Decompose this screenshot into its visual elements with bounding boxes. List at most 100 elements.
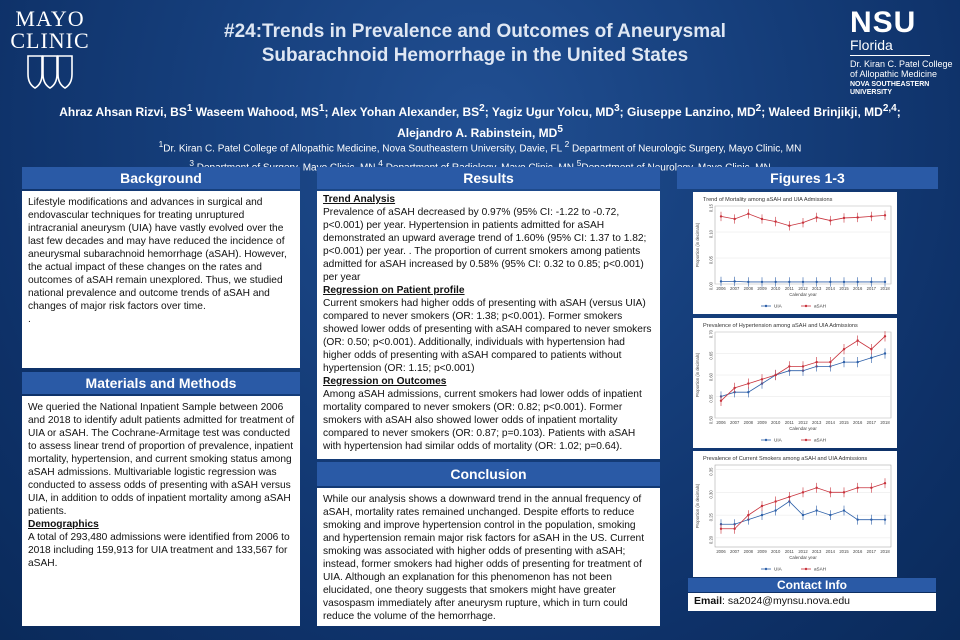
x-tick-label: 2006	[716, 549, 726, 554]
data-point	[774, 280, 777, 284]
methods-text: We queried the National Inpatient Sample…	[28, 402, 295, 517]
legend-label: UIA	[774, 304, 783, 309]
data-point	[774, 220, 777, 223]
nsu-college-line1: Dr. Kiran C. Patel College	[850, 59, 953, 69]
data-point	[733, 527, 736, 530]
regression-profile-heading: Regression on Patient profile	[323, 285, 465, 296]
legend-label: aSAH	[814, 438, 826, 443]
data-point	[788, 365, 791, 368]
legend-marker	[764, 567, 768, 571]
trend-analysis-text: Prevalence of aSAH decreased by 0.97% (9…	[323, 207, 647, 283]
legend-marker	[804, 567, 808, 571]
regression-outcomes-heading: Regression on Outcomes	[323, 376, 447, 387]
data-point	[774, 373, 777, 377]
x-tick-label: 2014	[826, 549, 836, 554]
author-separator: ;	[896, 105, 901, 119]
nsu-logo: NSU Florida Dr. Kiran C. Patel College o…	[850, 8, 955, 97]
nsu-university-text: NOVA SOUTHEASTERN UNIVERSITY	[850, 81, 955, 97]
y-tick-label: 0.70	[709, 329, 714, 338]
title-line-1: #24:Trends in Prevalence and Outcomes of…	[224, 21, 726, 42]
data-point	[829, 491, 832, 494]
x-tick-label: 2006	[716, 286, 726, 291]
conclusion-panel: While our analysis shows a downward tren…	[317, 488, 660, 626]
legend-marker	[764, 304, 768, 308]
author-name: ; Alex Yohan Alexander, BS	[324, 105, 480, 119]
y-tick-label: 0.55	[709, 394, 714, 403]
y-tick-label: 0.35	[709, 467, 714, 476]
x-tick-label: 2016	[853, 420, 863, 425]
figure-3: Prevalence of Current Smokers among aSAH…	[693, 451, 897, 577]
affil-text: Department of Neurology, Mayo Clinic, MN	[581, 162, 771, 174]
chart-title: Prevalence of Current Smokers among aSAH…	[703, 456, 867, 462]
data-point	[842, 216, 846, 220]
contact-heading: Contact Info	[688, 578, 936, 592]
data-point	[842, 348, 846, 351]
data-point	[788, 280, 791, 284]
x-tick-label: 2013	[812, 420, 822, 425]
regression-outcomes-text: Among aSAH admissions, current smokers h…	[323, 389, 642, 452]
x-tick-label: 2012	[798, 286, 808, 291]
y-tick-label: 0.60	[709, 372, 714, 381]
y-tick-label: 0.20	[709, 535, 714, 544]
legend-label: aSAH	[814, 567, 826, 572]
figures-heading: Figures 1-3	[677, 167, 938, 189]
y-tick-label: 0.25	[709, 512, 714, 521]
data-point	[842, 280, 846, 284]
x-axis-label: Calendar year	[789, 426, 817, 431]
regression-profile-text: Current smokers had higher odds of prese…	[323, 298, 652, 374]
data-point	[842, 509, 846, 512]
data-point	[856, 518, 859, 521]
affil-text: Department of Neurologic Surgery, Mayo C…	[569, 143, 802, 155]
data-point	[719, 280, 723, 283]
author-name: Alejandro A. Rabinstein, MD	[397, 126, 558, 140]
data-point	[842, 491, 846, 494]
x-tick-label: 2010	[771, 420, 781, 425]
affil-number: 2	[564, 139, 570, 149]
background-heading: Background	[22, 167, 300, 189]
data-point	[760, 504, 764, 508]
figure-1: Trend of Mortality among aSAH and UIA Ad…	[693, 192, 897, 314]
demographics-heading: Demographics	[28, 519, 99, 530]
author-affil-number: 3	[614, 103, 620, 114]
x-tick-label: 2015	[839, 286, 849, 291]
figure-1-chart: Trend of Mortality among aSAH and UIA Ad…	[695, 197, 892, 309]
data-point	[747, 280, 750, 284]
data-point	[747, 382, 750, 385]
email-value: : sa2024@mynsu.nova.edu	[722, 595, 851, 607]
data-point	[719, 215, 723, 218]
legend-marker	[804, 438, 808, 442]
demographics-text: A total of 293,480 admissions were ident…	[28, 532, 290, 569]
nsu-univ-line2: UNIVERSITY	[850, 89, 893, 96]
conclusion-heading: Conclusion	[317, 462, 660, 486]
author-affil-number: 2	[479, 103, 485, 114]
plot-area	[714, 205, 892, 285]
mayo-shields-icon	[27, 55, 73, 89]
x-tick-label: 2011	[785, 549, 795, 554]
data-point	[815, 280, 818, 284]
email-label: Email	[694, 595, 723, 607]
x-tick-label: 2007	[730, 420, 740, 425]
nsu-college-line2: of Allopathic Medicine	[850, 69, 938, 79]
author-affil-number: 1	[186, 103, 193, 114]
data-point	[829, 360, 832, 364]
data-point	[856, 280, 859, 284]
x-tick-label: 2009	[757, 549, 767, 554]
y-tick-label: 0.05	[709, 255, 714, 264]
author-affil-number: 1	[318, 103, 325, 114]
x-tick-label: 2017	[867, 549, 877, 554]
y-tick-label: 0.30	[709, 490, 714, 499]
legend-label: aSAH	[814, 304, 826, 309]
data-point	[829, 219, 832, 222]
mayo-clinic-logo: MAYO CLINIC	[10, 8, 90, 92]
poster-title: #24:Trends in Prevalence and Outcomes of…	[160, 20, 790, 68]
x-tick-label: 2009	[757, 286, 767, 291]
data-point	[788, 224, 791, 227]
x-tick-label: 2009	[757, 420, 767, 425]
background-dot: .	[28, 314, 31, 325]
data-point	[815, 216, 818, 219]
y-tick-label: 0.50	[709, 415, 714, 424]
nsu-florida-text: Florida	[850, 38, 930, 56]
x-tick-label: 2011	[785, 420, 795, 425]
nsu-college-text: Dr. Kiran C. Patel College of Allopathic…	[850, 59, 955, 79]
figure-2-chart: Prevalence of Hypertension among aSAH an…	[695, 323, 892, 443]
